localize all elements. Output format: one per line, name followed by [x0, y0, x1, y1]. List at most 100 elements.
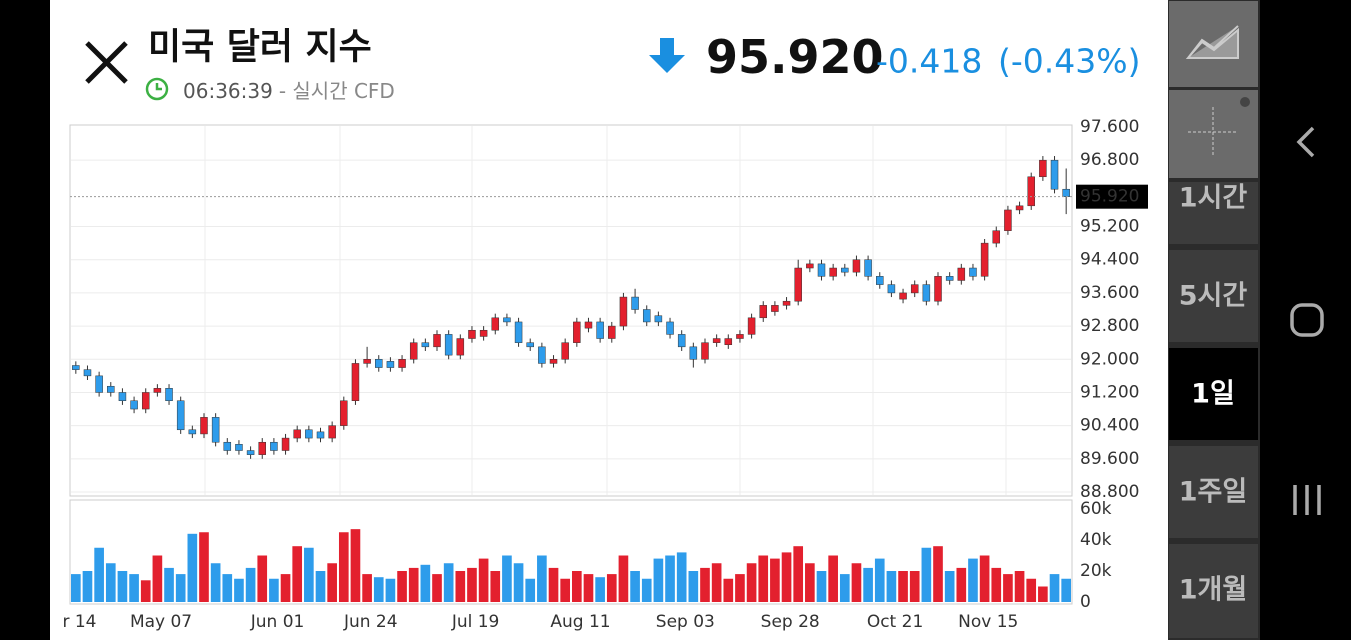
volume-bar — [408, 567, 419, 602]
candle-body — [934, 276, 942, 302]
close-icon — [85, 41, 128, 84]
candle-body — [794, 267, 802, 302]
candle-body — [340, 400, 348, 426]
candle-body — [409, 342, 418, 360]
y-tick-label: 89.600 — [1080, 449, 1139, 469]
timeframe-button[interactable]: 5시간 — [1169, 250, 1258, 342]
timeframes: 1시간 5시간 1일 1주일 1개월 — [1169, 182, 1258, 638]
volume-bar — [117, 571, 128, 602]
timeframe-button[interactable]: 1개월 — [1169, 544, 1258, 638]
volume-bar — [129, 574, 139, 602]
candle-body — [549, 359, 558, 364]
y-tick-label: 40k — [1080, 530, 1112, 550]
x-tick-label: Jun 24 — [343, 612, 398, 632]
y-tick-label: 90.400 — [1080, 416, 1139, 436]
candle-body — [176, 400, 185, 431]
volume-bar — [467, 567, 477, 602]
candle-body — [398, 359, 406, 368]
volume-bar — [618, 555, 629, 602]
volume-bar — [94, 547, 104, 602]
volume-bar — [350, 529, 361, 602]
button-bg — [1169, 544, 1258, 638]
volume-bar — [828, 555, 838, 602]
candle-body — [992, 230, 1001, 244]
volume-bar — [199, 532, 209, 602]
x-tick-label: r 14 — [62, 612, 96, 632]
volume-bar — [933, 546, 943, 602]
y-tick-label: 94.400 — [1080, 250, 1139, 270]
volume-bar — [676, 552, 687, 602]
y-tick-label: 96.800 — [1080, 150, 1139, 170]
recents-button[interactable] — [1293, 485, 1321, 515]
volume-bar — [187, 533, 198, 602]
candle-body — [817, 263, 826, 277]
volume-bar — [315, 571, 326, 602]
timeframe-label: 1개월 — [1179, 575, 1247, 606]
volume-bar — [898, 571, 908, 602]
timeframe-button[interactable]: 1시간 — [1169, 182, 1258, 244]
candle-body — [1004, 209, 1012, 231]
back-button[interactable] — [1296, 126, 1315, 158]
candle-body — [235, 444, 243, 451]
x-tick-label: Sep 28 — [761, 612, 820, 632]
candle-body — [118, 392, 127, 402]
close-button[interactable] — [85, 41, 128, 84]
candle-body — [573, 321, 581, 343]
volume-bar — [222, 574, 233, 602]
y-tick-label: 60k — [1080, 499, 1112, 519]
candle-body — [899, 292, 907, 300]
x-tick-label: Oct 21 — [867, 612, 923, 632]
candle-body — [782, 300, 791, 306]
candle-body — [270, 441, 278, 451]
volume-bar — [711, 563, 722, 602]
candle-body — [806, 263, 814, 269]
candle-body — [1062, 188, 1070, 197]
status-line: 06:36:39- 실시간 CFD — [183, 79, 395, 103]
candle-body — [608, 325, 616, 339]
candle-body — [165, 388, 173, 402]
candle-body — [375, 359, 383, 368]
candle-body — [83, 369, 92, 377]
volume-bar — [502, 555, 512, 602]
volume-bar — [793, 546, 804, 602]
volume-bar — [735, 574, 745, 602]
last-price-box — [1076, 184, 1148, 209]
y-tick-label: 91.200 — [1080, 382, 1139, 402]
timeframe-button[interactable]: 1주일 — [1169, 446, 1258, 538]
candle-body — [887, 284, 896, 294]
y-tick-label: 88.800 — [1080, 482, 1139, 502]
candle-body — [95, 375, 103, 393]
volume-bar — [420, 564, 431, 602]
volume-bar — [968, 558, 978, 602]
x-tick-label: Aug 11 — [550, 612, 610, 632]
volume-bar — [991, 567, 1002, 602]
candle-body — [526, 342, 534, 348]
volume-bar — [746, 563, 757, 602]
candle-body — [328, 425, 336, 439]
volume-bar — [583, 574, 594, 602]
volume-bar — [595, 577, 605, 602]
volume-bar — [851, 563, 862, 602]
volume-bar — [164, 567, 174, 602]
volume-bar — [455, 571, 466, 602]
volume-bar — [82, 571, 93, 602]
candle-body — [945, 276, 954, 281]
candle-body — [666, 321, 674, 335]
volume-bar — [443, 563, 454, 602]
volume-bar — [304, 547, 314, 602]
button-bg — [1169, 446, 1258, 538]
volume-bar — [863, 567, 873, 602]
candle-body — [701, 342, 709, 360]
volume-bar — [1038, 586, 1048, 602]
candle-body — [829, 267, 837, 277]
candle-body — [736, 334, 744, 339]
volume-bar — [606, 574, 617, 602]
volume-bar — [944, 571, 955, 602]
volume-bar — [688, 571, 699, 602]
volume-bar — [362, 574, 372, 602]
candle-body — [1015, 205, 1024, 211]
home-button[interactable] — [1290, 303, 1324, 337]
candle-body — [491, 317, 500, 331]
timeframe-button[interactable]: 1일 — [1169, 348, 1258, 440]
